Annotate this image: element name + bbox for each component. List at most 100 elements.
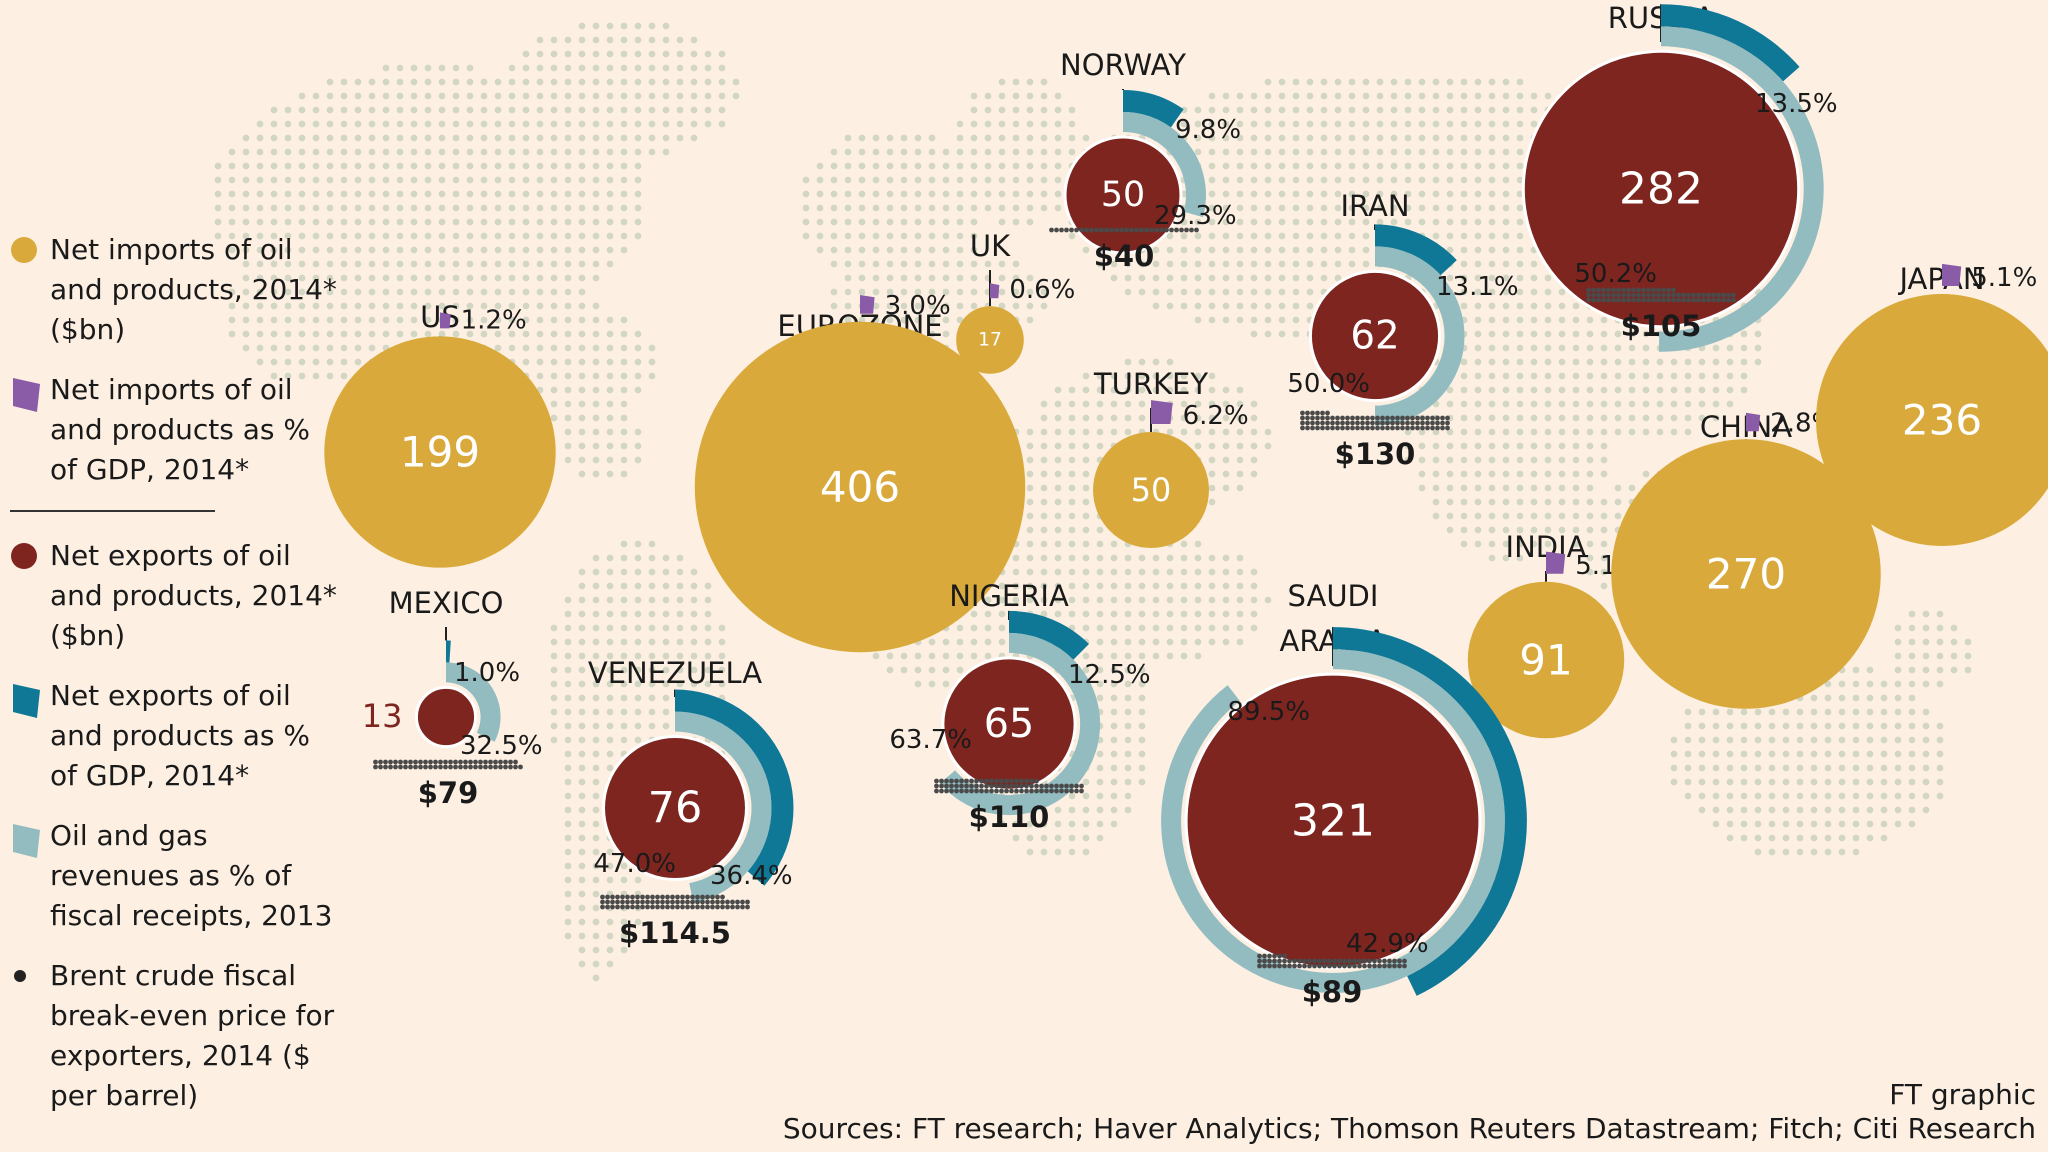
map-dot: [1502, 470, 1510, 478]
map-dot: [1572, 330, 1580, 338]
breakeven-dot-saudi-arabia: [1282, 953, 1287, 959]
map-dot: [1824, 736, 1832, 744]
map-dot: [494, 204, 502, 212]
map-dot: [578, 848, 586, 856]
map-dot: [928, 316, 936, 324]
map-dot: [606, 946, 614, 954]
legend-item-exports-bn: Net exports of oil and products, 2014* (…: [10, 536, 340, 656]
map-dot: [1194, 246, 1202, 254]
map-dot: [662, 722, 670, 730]
map-dot: [1628, 358, 1636, 366]
map-dot: [1096, 666, 1104, 674]
map-dot: [1362, 218, 1370, 226]
map-dot: [1138, 624, 1146, 632]
map-dot: [1614, 512, 1622, 520]
breakeven-dot-russia: [1591, 287, 1596, 293]
map-dot: [1544, 330, 1552, 338]
map-dot: [1712, 358, 1720, 366]
map-dot: [1488, 344, 1496, 352]
map-dot: [1110, 414, 1118, 422]
breakeven-dot-nigeria: [939, 778, 944, 784]
map-dot: [1796, 750, 1804, 758]
map-dot: [1012, 92, 1020, 100]
map-dot: [1152, 568, 1160, 576]
map-dot: [1446, 92, 1454, 100]
map-dot: [578, 302, 586, 310]
map-dot: [718, 666, 726, 674]
breakeven-dot-russia: [1601, 297, 1606, 303]
map-dot: [382, 106, 390, 114]
map-dot: [214, 218, 222, 226]
bubble-russia: [1521, 49, 1801, 329]
breakeven-dot-mexico: [398, 764, 403, 770]
map-dot: [1460, 400, 1468, 408]
map-dot: [956, 204, 964, 212]
map-dot: [1488, 246, 1496, 254]
map-dot: [634, 190, 642, 198]
map-dot: [1698, 736, 1706, 744]
map-dot: [1460, 484, 1468, 492]
map-dot: [1194, 596, 1202, 604]
map-dot: [872, 274, 880, 282]
map-dot: [564, 862, 572, 870]
map-dot: [564, 750, 572, 758]
breakeven-dot-nigeria: [1024, 788, 1029, 794]
map-dot: [1558, 456, 1566, 464]
map-dot: [396, 316, 404, 324]
map-dot: [1348, 92, 1356, 100]
map-dot: [830, 162, 838, 170]
map-dot: [1096, 372, 1104, 380]
map-dot: [382, 330, 390, 338]
map-dot: [1208, 554, 1216, 562]
breakeven-dot-nigeria: [989, 778, 994, 784]
map-dot: [1138, 274, 1146, 282]
map-dot: [858, 204, 866, 212]
bubble-iran: [1308, 269, 1442, 403]
map-dot: [830, 204, 838, 212]
map-dot: [256, 162, 264, 170]
map-dot: [1068, 554, 1076, 562]
breakeven-dot-venezuela: [615, 899, 620, 905]
map-dot: [1558, 414, 1566, 422]
map-dot: [340, 162, 348, 170]
map-dot: [1222, 204, 1230, 212]
map-dot: [1404, 162, 1412, 170]
map-dot: [1824, 680, 1832, 688]
map-dot: [1544, 386, 1552, 394]
map-dot: [1306, 190, 1314, 198]
map-dot: [1726, 820, 1734, 828]
map-dot: [620, 862, 628, 870]
map-dot: [886, 246, 894, 254]
map-dot: [564, 848, 572, 856]
map-dot: [242, 204, 250, 212]
map-dot: [1796, 736, 1804, 744]
map-dot: [438, 302, 446, 310]
map-dot: [1320, 176, 1328, 184]
map-dot: [690, 64, 698, 72]
breakeven-dot-russia: [1596, 292, 1601, 298]
map-dot: [662, 610, 670, 618]
map-dot: [956, 232, 964, 240]
map-dot: [1250, 92, 1258, 100]
map-dot: [1432, 162, 1440, 170]
breakeven-dot-russia: [1656, 297, 1661, 303]
map-dot: [1054, 148, 1062, 156]
map-dot: [620, 50, 628, 58]
map-dot: [704, 92, 712, 100]
map-dot: [578, 680, 586, 688]
map-dot: [228, 302, 236, 310]
breakeven-dot-iran: [1380, 415, 1385, 421]
map-dot: [564, 456, 572, 464]
map-dot: [620, 694, 628, 702]
map-dot: [1418, 134, 1426, 142]
map-dot: [844, 162, 852, 170]
map-dot: [1222, 302, 1230, 310]
map-dot: [942, 330, 950, 338]
map-dot: [1572, 316, 1580, 324]
map-dot: [1838, 792, 1846, 800]
map-dot: [1446, 134, 1454, 142]
map-dot: [1698, 778, 1706, 786]
map-dot: [634, 652, 642, 660]
map-dot: [578, 64, 586, 72]
map-dot: [634, 148, 642, 156]
